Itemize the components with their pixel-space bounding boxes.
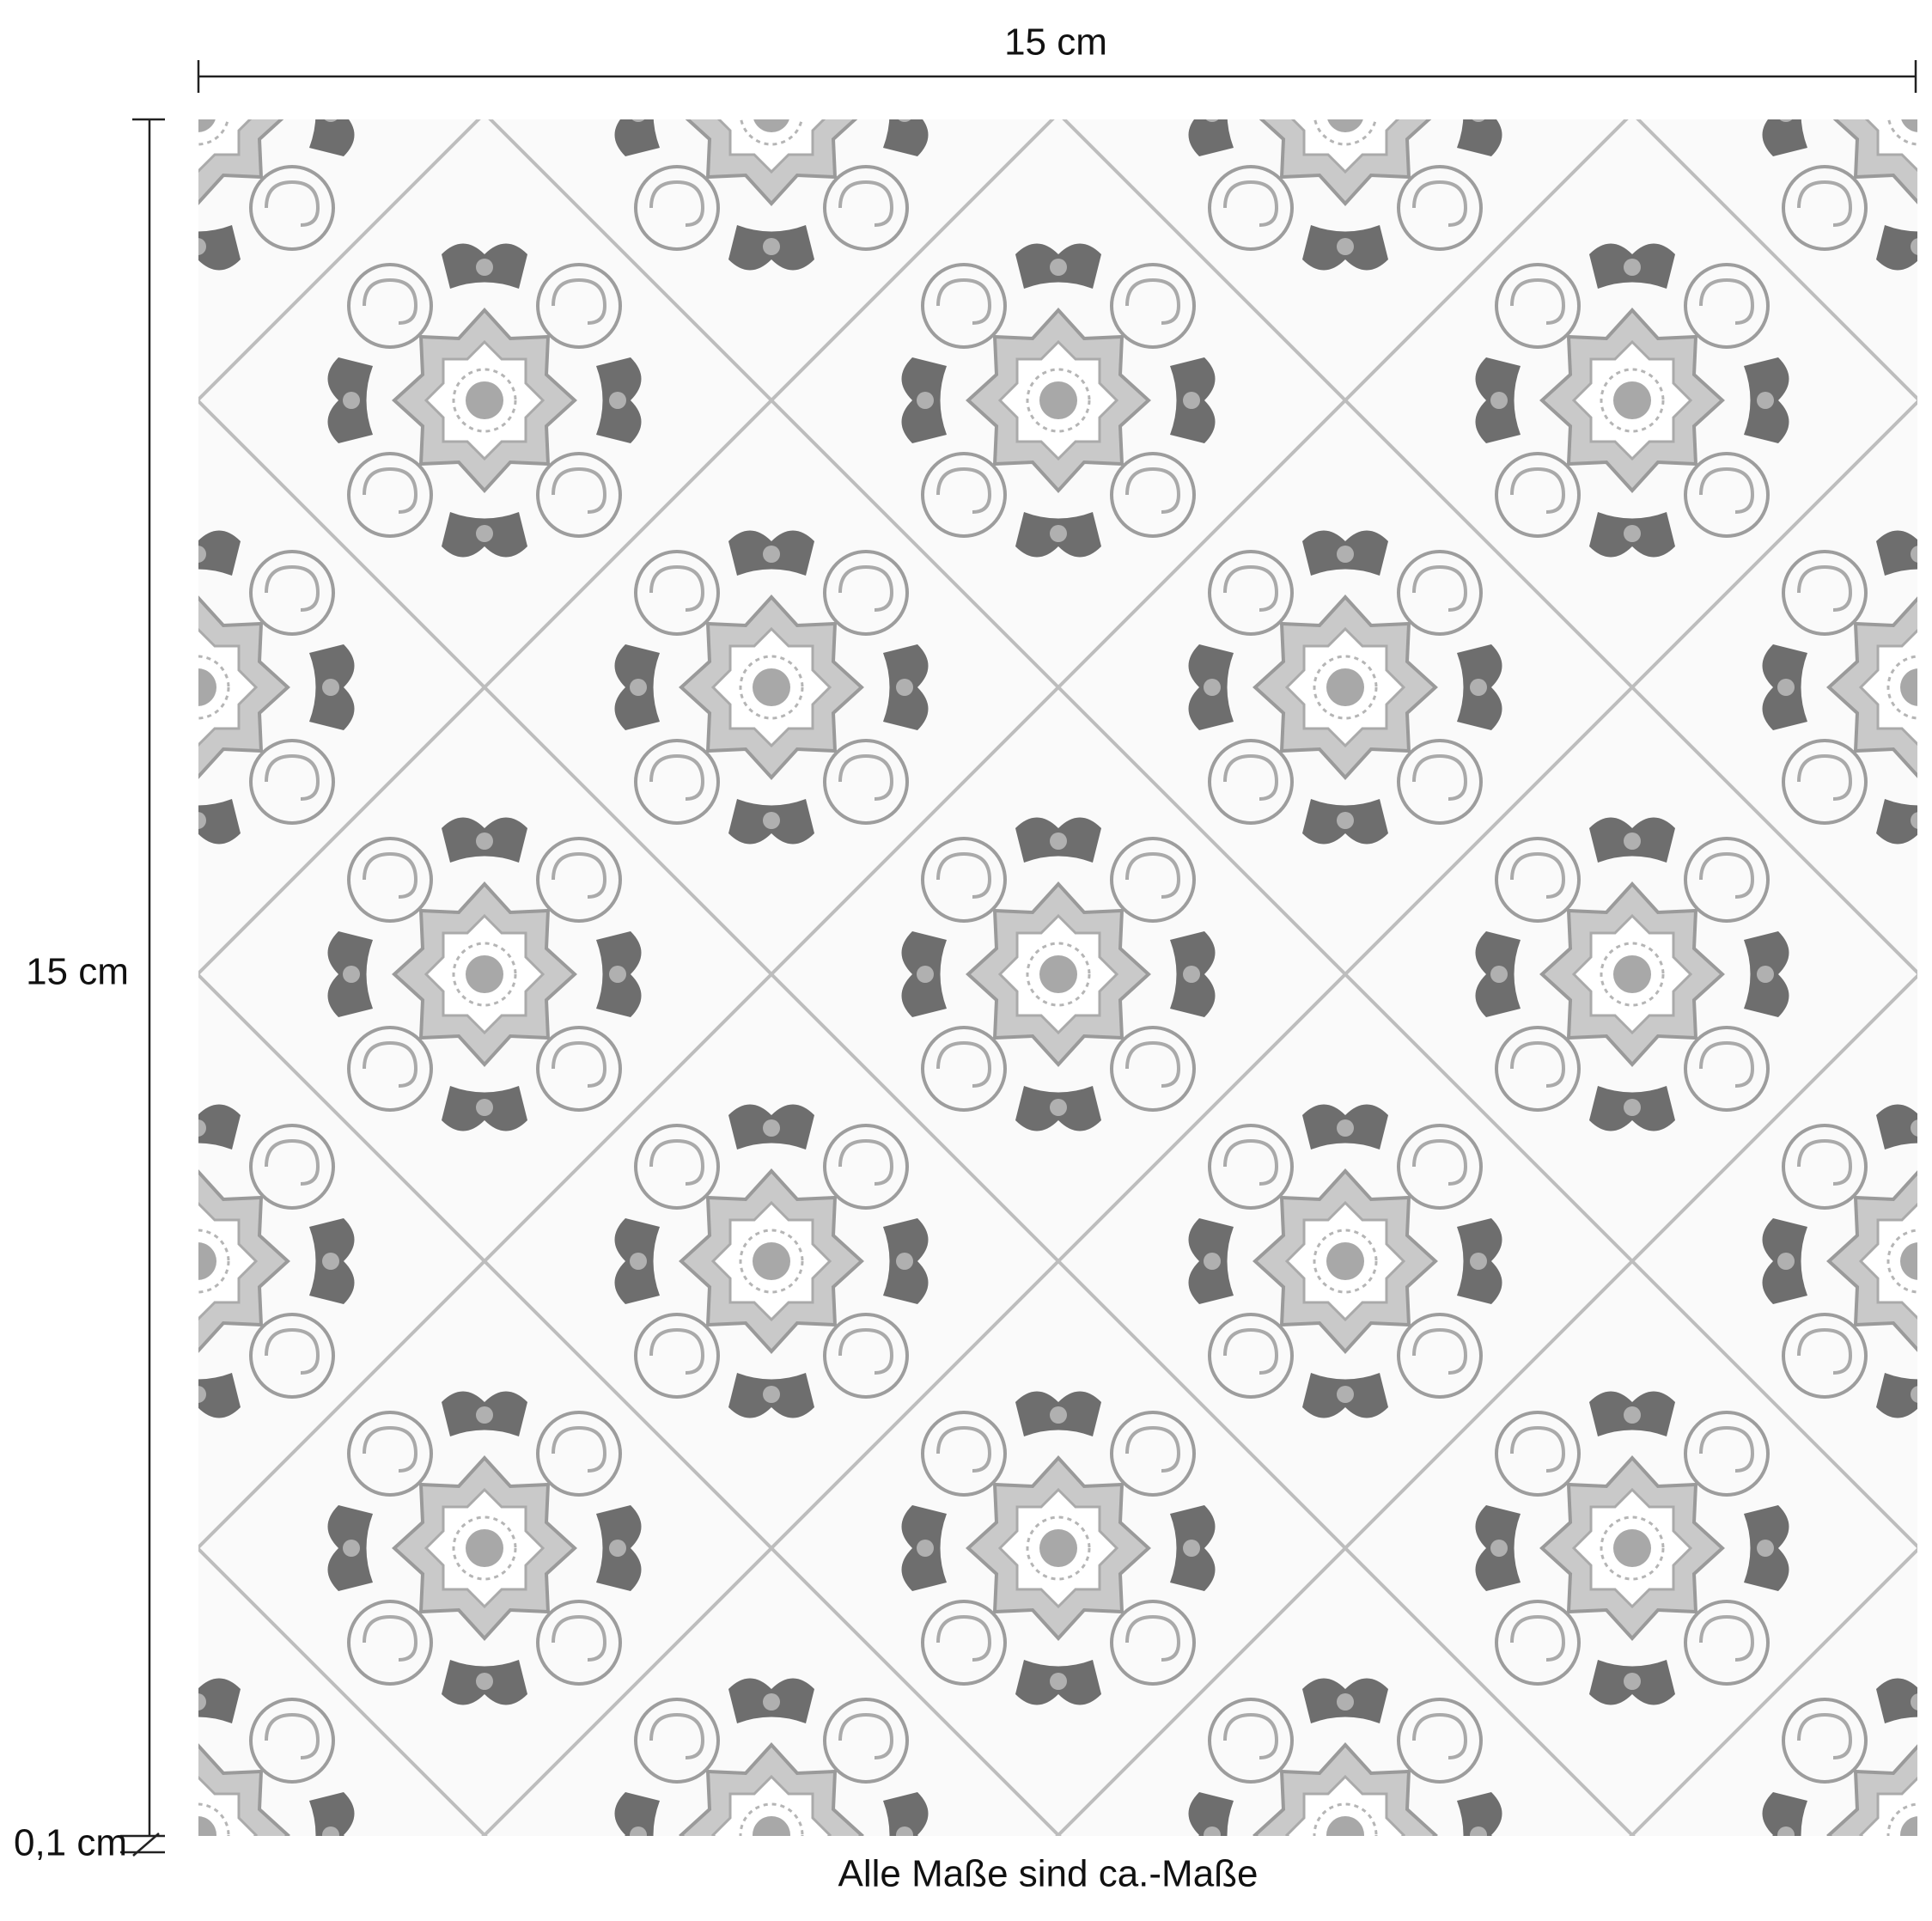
- height-label: 15 cm: [26, 951, 129, 993]
- height-dimension-line: [120, 118, 165, 1857]
- width-label: 15 cm: [1004, 21, 1107, 64]
- thickness-label: 0,1 cm: [14, 1822, 127, 1864]
- approximation-note: Alle Maße sind ca.-Maße: [838, 1853, 1258, 1895]
- width-dimension-line: [197, 60, 1917, 93]
- tile-image: [198, 119, 1917, 1836]
